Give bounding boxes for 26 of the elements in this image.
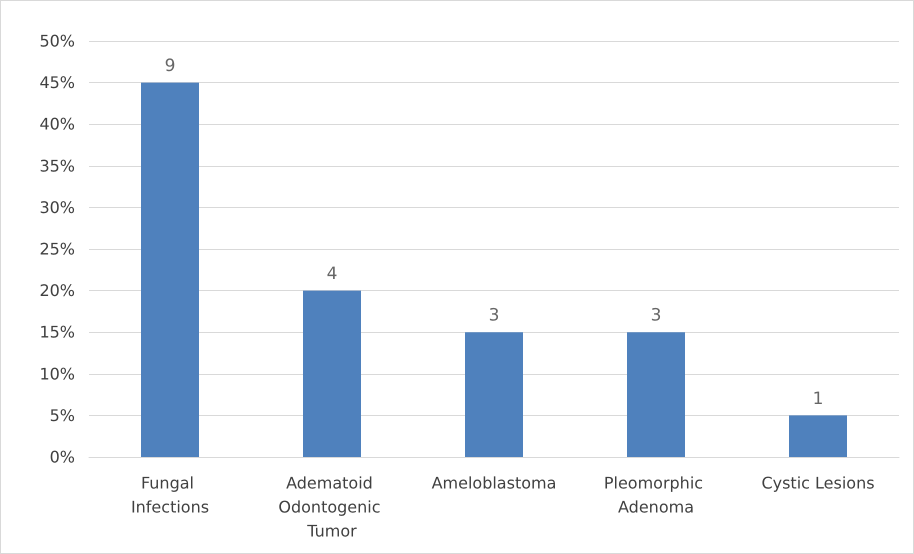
bar (141, 82, 199, 457)
annotation: 1 (812, 388, 824, 409)
annotation: 3 (488, 306, 500, 326)
x-tick-label: Pleomorphic Adenoma (604, 474, 708, 516)
x-tick-label: Fungal Infections (130, 474, 210, 516)
bar (789, 415, 847, 457)
annotation: 3 (650, 306, 662, 326)
y-tick-label: 35% (39, 156, 75, 176)
x-tick-label: Cystic Lesions (761, 474, 875, 492)
bar (465, 332, 523, 457)
x-tick-label: Adematoid Odontogenic Tumor (278, 474, 386, 540)
annotation: 9 (164, 56, 176, 76)
y-tick-label: 30% (39, 198, 75, 217)
y-tick-label: 40% (39, 114, 75, 134)
y-tick-label: 10% (39, 364, 75, 384)
y-tick-label: 5% (50, 406, 75, 425)
y-tick-label: 50% (39, 32, 75, 50)
y-tick-label: 0% (50, 448, 75, 466)
y-tick-label: 15% (39, 322, 75, 342)
y-tick-label: 45% (39, 73, 75, 92)
y-tick-label: 20% (39, 281, 75, 300)
annotation: 4 (326, 264, 338, 284)
x-tick-label: Ameloblastoma (432, 474, 556, 492)
bar (303, 290, 361, 457)
bar (627, 332, 685, 457)
y-tick-label: 25% (39, 240, 75, 258)
